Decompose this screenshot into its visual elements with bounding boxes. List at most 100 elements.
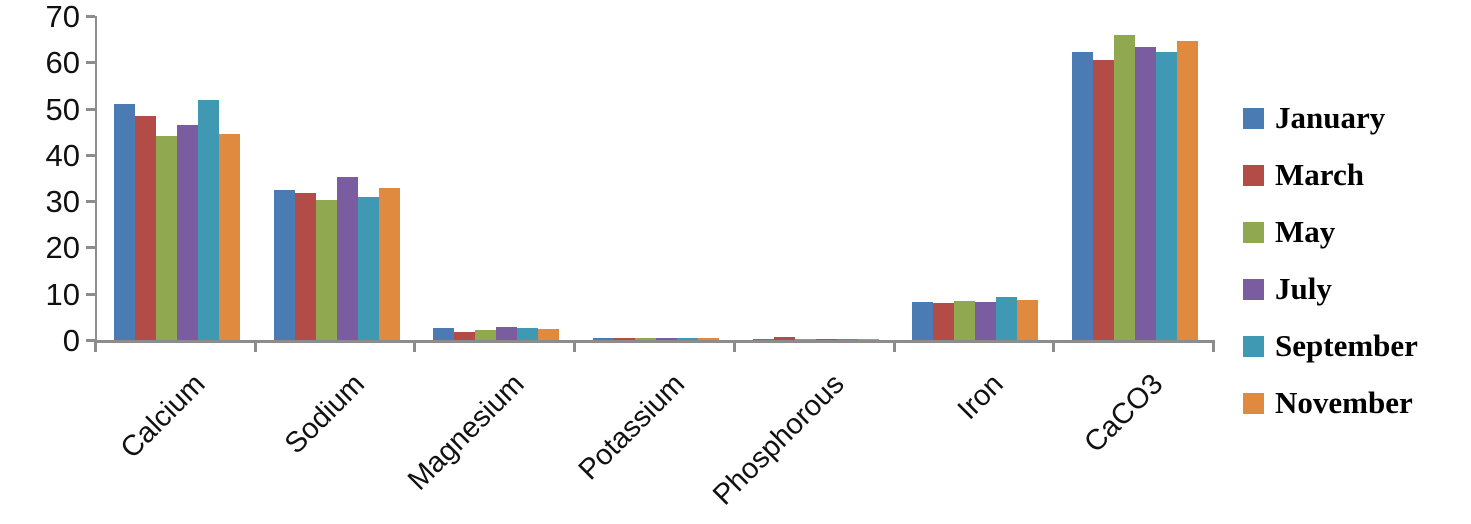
legend-label: March (1275, 157, 1364, 192)
bar-groups (97, 16, 1215, 340)
x-label-potassium: Potassium (572, 368, 691, 487)
x-label-iron: Iron (952, 368, 1011, 426)
bar-july-potassium (656, 338, 678, 340)
bar-september-sodium (357, 197, 379, 340)
bar-may-caco3 (1114, 35, 1136, 340)
legend-label: July (1275, 271, 1332, 306)
y-tick-mark (86, 246, 95, 250)
bar-january-sodium (273, 190, 295, 340)
bar-january-magnesium (433, 328, 455, 340)
y-tick-mark (86, 107, 95, 111)
x-tick-mark (94, 341, 97, 352)
bar-november-iron (1017, 300, 1039, 340)
bar-group-potassium (576, 16, 736, 340)
bar-group-calcium (97, 16, 257, 340)
bar-may-phosphorous (794, 339, 816, 340)
bar-september-caco3 (1156, 52, 1178, 340)
bar-january-calcium (113, 104, 135, 340)
legend-item-may: May (1243, 215, 1335, 249)
bar-march-magnesium (454, 332, 476, 340)
legend-item-september: September (1243, 329, 1418, 363)
bar-september-magnesium (517, 328, 539, 340)
y-tick-label-60: 60 (45, 45, 80, 81)
bar-may-magnesium (475, 330, 497, 340)
bar-september-phosphorous (836, 339, 858, 340)
bar-january-caco3 (1072, 52, 1094, 340)
y-tick-mark (86, 339, 95, 342)
x-label-calcium: Calcium (114, 368, 212, 465)
bar-may-potassium (635, 338, 657, 340)
bar-group-caco3 (1055, 16, 1215, 340)
legend-item-november: November (1243, 386, 1413, 420)
bar-july-sodium (336, 177, 358, 340)
legend-label: May (1275, 214, 1336, 249)
y-tick-label-40: 40 (45, 137, 80, 173)
bar-march-sodium (294, 193, 316, 340)
x-tick-mark (1212, 341, 1215, 352)
y-tick-mark (86, 153, 95, 157)
x-label-magnesium: Magnesium (402, 368, 531, 497)
bar-march-caco3 (1093, 60, 1115, 340)
legend-item-january: January (1243, 101, 1385, 135)
legend-swatch-july (1243, 278, 1264, 300)
y-tick-label-20: 20 (45, 230, 80, 266)
bar-july-iron (975, 302, 997, 340)
x-tick-mark (1052, 341, 1056, 352)
bar-september-calcium (197, 100, 219, 340)
bar-november-caco3 (1177, 41, 1199, 340)
legend-label: January (1275, 100, 1386, 135)
x-tick-mark (573, 341, 577, 352)
y-tick-label-50: 50 (45, 91, 80, 127)
bar-november-calcium (218, 134, 240, 340)
bar-march-calcium (134, 116, 156, 340)
bar-march-phosphorous (773, 337, 795, 340)
bar-group-sodium (257, 16, 417, 340)
bar-march-potassium (614, 338, 636, 340)
bar-november-sodium (378, 188, 400, 340)
plot-area (95, 16, 1215, 343)
legend-item-march: March (1243, 158, 1364, 192)
bar-may-calcium (155, 136, 177, 340)
x-label-phosphorous: Phosphorous (706, 368, 851, 512)
bar-november-potassium (698, 338, 720, 340)
x-tick-mark (253, 341, 257, 352)
legend-swatch-january (1243, 107, 1264, 129)
x-tick-mark (413, 341, 417, 352)
bar-september-potassium (677, 338, 699, 340)
x-tick-mark (892, 341, 896, 352)
y-tick-mark (86, 292, 95, 296)
bar-july-magnesium (496, 327, 518, 340)
x-tick-mark (732, 341, 736, 352)
x-label-caco3: CaCO3 (1078, 368, 1170, 460)
legend-swatch-november (1243, 392, 1264, 414)
legend-swatch-march (1243, 164, 1264, 186)
bar-july-calcium (176, 125, 198, 340)
bar-september-iron (996, 297, 1018, 340)
bar-january-potassium (593, 338, 615, 340)
legend-swatch-may (1243, 221, 1264, 243)
legend-swatch-september (1243, 335, 1264, 357)
y-tick-mark (86, 15, 95, 18)
bar-july-caco3 (1135, 47, 1157, 340)
bar-group-iron (896, 16, 1056, 340)
bar-group-magnesium (416, 16, 576, 340)
bar-january-phosphorous (752, 339, 774, 340)
bar-july-phosphorous (815, 339, 837, 340)
bar-march-iron (933, 303, 955, 340)
y-tick-label-30: 30 (45, 184, 80, 220)
y-tick-label-0: 0 (62, 323, 80, 358)
y-tick-mark (86, 61, 95, 65)
legend-item-july: July (1243, 272, 1332, 306)
legend-label: September (1275, 328, 1418, 363)
legend-label: November (1275, 385, 1413, 420)
bar-group-phosphorous (736, 16, 896, 340)
bar-may-iron (954, 301, 976, 340)
y-tick-mark (86, 200, 95, 204)
bar-november-phosphorous (857, 339, 879, 340)
x-label-sodium: Sodium (279, 368, 372, 461)
bar-may-sodium (315, 200, 337, 340)
y-tick-label-70: 70 (45, 0, 80, 34)
y-tick-label-10: 10 (45, 276, 80, 312)
bar-january-iron (912, 302, 934, 340)
